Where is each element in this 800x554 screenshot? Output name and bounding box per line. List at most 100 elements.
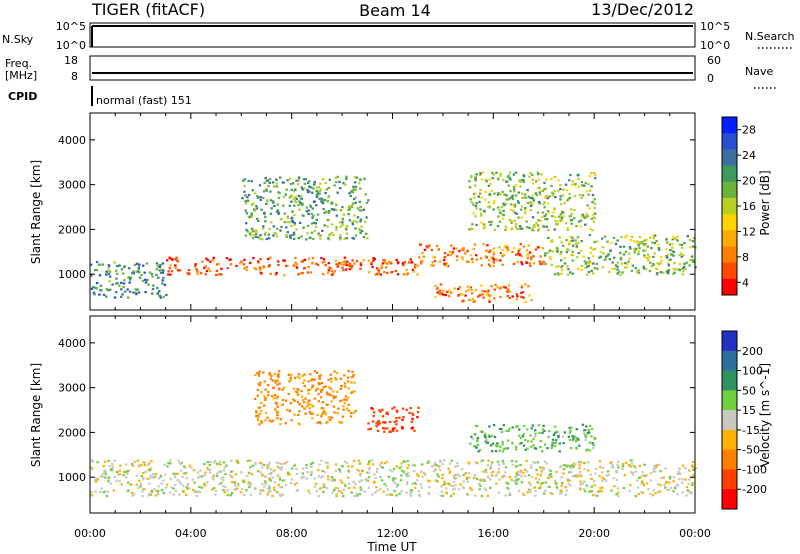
power-cell-5 [289, 236, 292, 239]
power-cell-3 [680, 255, 683, 258]
power-cell-6 [593, 217, 596, 220]
power-cell-2 [446, 253, 450, 257]
velocity-cell-2 [367, 428, 370, 431]
velocity-cell-1 [321, 388, 324, 391]
velocity-cell-0 [456, 461, 459, 465]
velocity-cell-0 [582, 488, 586, 491]
velocity-cell-3 [590, 435, 593, 438]
power-cell-3 [569, 235, 572, 238]
power-cell-3 [632, 240, 636, 243]
velocity-cell-0 [414, 482, 418, 486]
velocity-cell-3 [520, 441, 523, 445]
velocity-cell-0 [580, 474, 583, 477]
velocity-cell-0 [166, 483, 169, 486]
power-cell-3 [637, 269, 640, 272]
power-cell-5 [313, 229, 316, 232]
power-cell-6 [561, 210, 564, 213]
velocity-cell-0 [508, 492, 512, 495]
power-cell-2 [539, 255, 542, 258]
velocity-cell-1 [257, 374, 261, 377]
velocity-cell-1 [322, 410, 326, 413]
velocity-cell-1 [303, 379, 306, 382]
power-cell-6 [528, 226, 531, 229]
power-cell-1 [214, 273, 218, 276]
velocity-cell-0 [447, 482, 450, 485]
velocity-cell-0 [368, 466, 371, 469]
power-cell-1 [283, 274, 286, 277]
velocity-cell-0 [518, 473, 521, 477]
power-cell-5 [301, 188, 304, 191]
velocity-cell-0 [497, 467, 500, 470]
velocity-cell-0 [247, 481, 250, 484]
velocity-cell-0 [182, 490, 185, 493]
velocity-cell-2 [371, 420, 375, 423]
velocity-cell-3 [570, 426, 573, 429]
velocity-cell-0 [491, 461, 494, 464]
velocity-cell-0 [530, 475, 534, 479]
power-cell-2 [418, 256, 421, 259]
velocity-cell-1 [278, 370, 281, 373]
velocity-cell-0 [214, 493, 217, 496]
power-cell-6 [519, 227, 522, 230]
velocity-cell-0 [398, 492, 401, 495]
velocity-cell-3 [501, 443, 504, 446]
velocity-cell-1 [301, 398, 305, 402]
velocity-cell-0 [107, 480, 110, 483]
velocity-cell-0 [209, 460, 212, 463]
velocity-cell-0 [207, 468, 210, 471]
power-cell-5 [300, 197, 304, 200]
power-ytick-label: 3000 [58, 179, 86, 192]
velocity-cell-0 [290, 478, 294, 481]
velocity-cell-3 [473, 433, 476, 436]
velocity-cell-1 [341, 415, 345, 418]
power-cell-3 [654, 234, 657, 237]
power-cell-3 [611, 261, 614, 264]
power-cell-3 [561, 244, 565, 247]
velocity-cell-1 [328, 418, 332, 421]
velocity-cell-1 [285, 399, 288, 402]
power-cell-1 [337, 264, 340, 267]
power-cell-6 [550, 184, 553, 188]
power-cell-5 [288, 196, 292, 199]
velocity-cell-0 [649, 479, 652, 482]
power-cell-0 [156, 286, 159, 290]
velocity-cell-0 [154, 472, 158, 476]
power-cell-6 [496, 193, 500, 196]
power-cell-6 [504, 225, 507, 228]
velocity-cell-0 [667, 481, 671, 484]
velocity-cell-0 [317, 495, 320, 498]
velocity-cell-0 [219, 481, 223, 484]
power-cell-6 [559, 198, 562, 201]
velocity-cell-0 [579, 470, 582, 473]
velocity-cell-3 [532, 444, 535, 447]
power-cell-5 [297, 176, 301, 179]
power-cell-0 [147, 283, 150, 286]
velocity-cell-1 [318, 377, 321, 380]
velocity-cell-0 [512, 480, 516, 483]
power-cell-4 [508, 296, 511, 300]
power-cell-4 [504, 286, 507, 289]
power-cell-6 [593, 198, 596, 201]
power-cell-1 [414, 263, 417, 266]
velocity-cell-0 [118, 469, 121, 472]
velocity-cell-1 [324, 413, 328, 416]
velocity-cell-1 [287, 373, 291, 376]
velocity-cell-0 [536, 461, 540, 464]
power-cell-6 [579, 225, 582, 228]
power-cell-6 [479, 188, 482, 192]
power-cell-5 [245, 202, 248, 205]
power-cell-2 [488, 251, 491, 254]
power-cell-6 [529, 209, 532, 212]
power-cell-2 [464, 252, 467, 255]
power-cell-2 [469, 254, 473, 257]
velocity-cell-0 [343, 483, 347, 486]
power-colorbar-tick-label: 24 [742, 149, 756, 162]
velocity-cell-0 [578, 464, 581, 467]
power-cell-6 [524, 211, 527, 214]
power-cell-5 [258, 184, 262, 187]
velocity-cell-0 [628, 490, 631, 493]
velocity-cell-1 [336, 412, 339, 415]
power-cell-4 [480, 284, 483, 287]
velocity-cell-0 [448, 462, 452, 465]
power-cell-1 [168, 267, 172, 270]
